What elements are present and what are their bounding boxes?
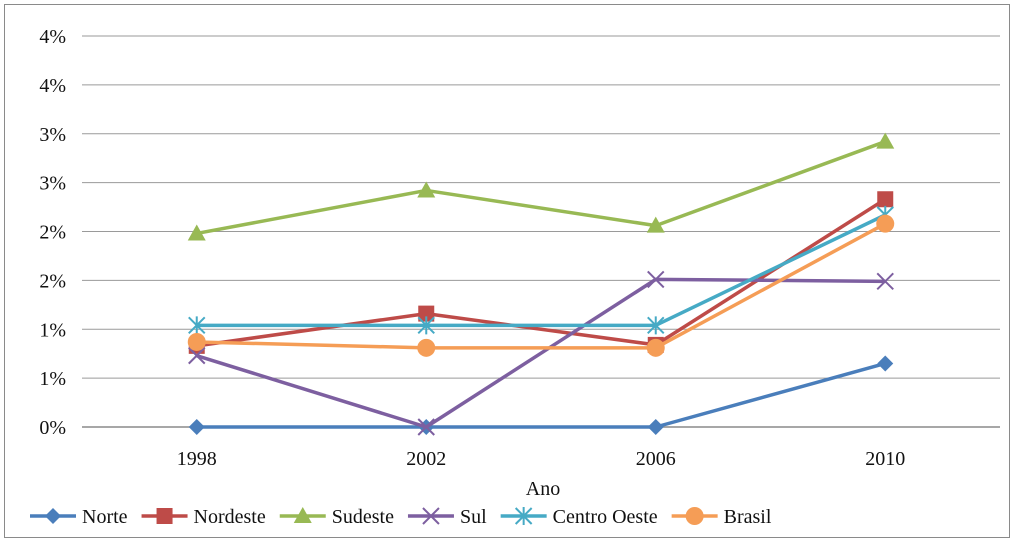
series-lines [187, 132, 895, 436]
chart-frame [4, 4, 1010, 538]
series-line [196, 213, 887, 328]
data-point [647, 316, 665, 335]
y-tick-label: 3% [39, 124, 66, 146]
legend: Norte Nordeste Sudeste Sul Centro Oeste Brasi… [30, 506, 772, 528]
y-tick-label: 2% [39, 222, 66, 244]
data-point [188, 346, 206, 365]
legend-label: Brasil [724, 506, 772, 528]
data-point [876, 272, 894, 291]
data-point [417, 181, 436, 198]
y-tick-label: 1% [39, 368, 66, 390]
y-tick-label: 1% [39, 319, 66, 341]
data-point [417, 338, 436, 357]
data-point [876, 214, 895, 233]
y-tick-label: 0% [39, 417, 66, 439]
data-point [646, 338, 665, 357]
legend-label: Sudeste [332, 506, 394, 528]
legend-label: Nordeste [194, 506, 266, 528]
legend-item: Norte [30, 506, 128, 528]
data-point [417, 316, 435, 335]
legend-item: Brasil [671, 506, 772, 528]
x-tick-label: 2002 [406, 448, 446, 470]
y-tick-label: 3% [39, 173, 66, 195]
legend-marker [422, 507, 440, 525]
y-tick-labels: 0% 1% 1% 2% 2% 3% 3% 4% 4% [39, 26, 66, 439]
data-point [877, 355, 894, 372]
legend-item: Sudeste [279, 506, 394, 528]
legend-item: Sul [407, 506, 487, 528]
legend-item: Centro Oeste [500, 506, 658, 528]
series-line [196, 361, 886, 429]
data-point [647, 270, 665, 289]
series-line [196, 222, 887, 350]
series-line [196, 197, 887, 348]
series-centro-oeste [188, 205, 894, 335]
data-point [418, 305, 435, 322]
series-line [196, 277, 886, 429]
x-tick-labels: 1998 2002 2006 2010 [177, 448, 906, 470]
data-point [877, 191, 894, 208]
data-point [876, 132, 895, 149]
legend-label: Centro Oeste [553, 506, 658, 528]
x-tick-label: 1998 [177, 448, 217, 470]
series-line [196, 139, 886, 236]
y-tick-label: 2% [39, 270, 66, 292]
x-tick-label: 2006 [636, 448, 676, 470]
y-tick-label: 4% [39, 26, 66, 48]
series-brasil [187, 214, 895, 357]
legend-marker [514, 507, 533, 525]
data-point [187, 332, 206, 351]
legend-marker [156, 508, 173, 524]
legend-item: Nordeste [141, 506, 266, 528]
series-sudeste [187, 132, 895, 241]
series-sul [188, 270, 894, 436]
x-axis-title: Ano [526, 478, 560, 500]
y-tick-label: 4% [39, 75, 66, 97]
data-point [187, 224, 206, 241]
data-point [417, 418, 435, 436]
series-norte [188, 355, 894, 435]
x-tick-label: 2010 [865, 448, 905, 470]
data-point [188, 316, 206, 335]
data-point [646, 216, 665, 233]
legend-label: Sul [460, 506, 487, 528]
legend-label: Norte [82, 506, 128, 528]
legend-marker [685, 507, 704, 525]
gridlines [82, 35, 1000, 379]
legend-marker [45, 508, 61, 524]
legend-marker [293, 507, 312, 523]
data-point [647, 419, 664, 435]
data-point [188, 419, 205, 435]
